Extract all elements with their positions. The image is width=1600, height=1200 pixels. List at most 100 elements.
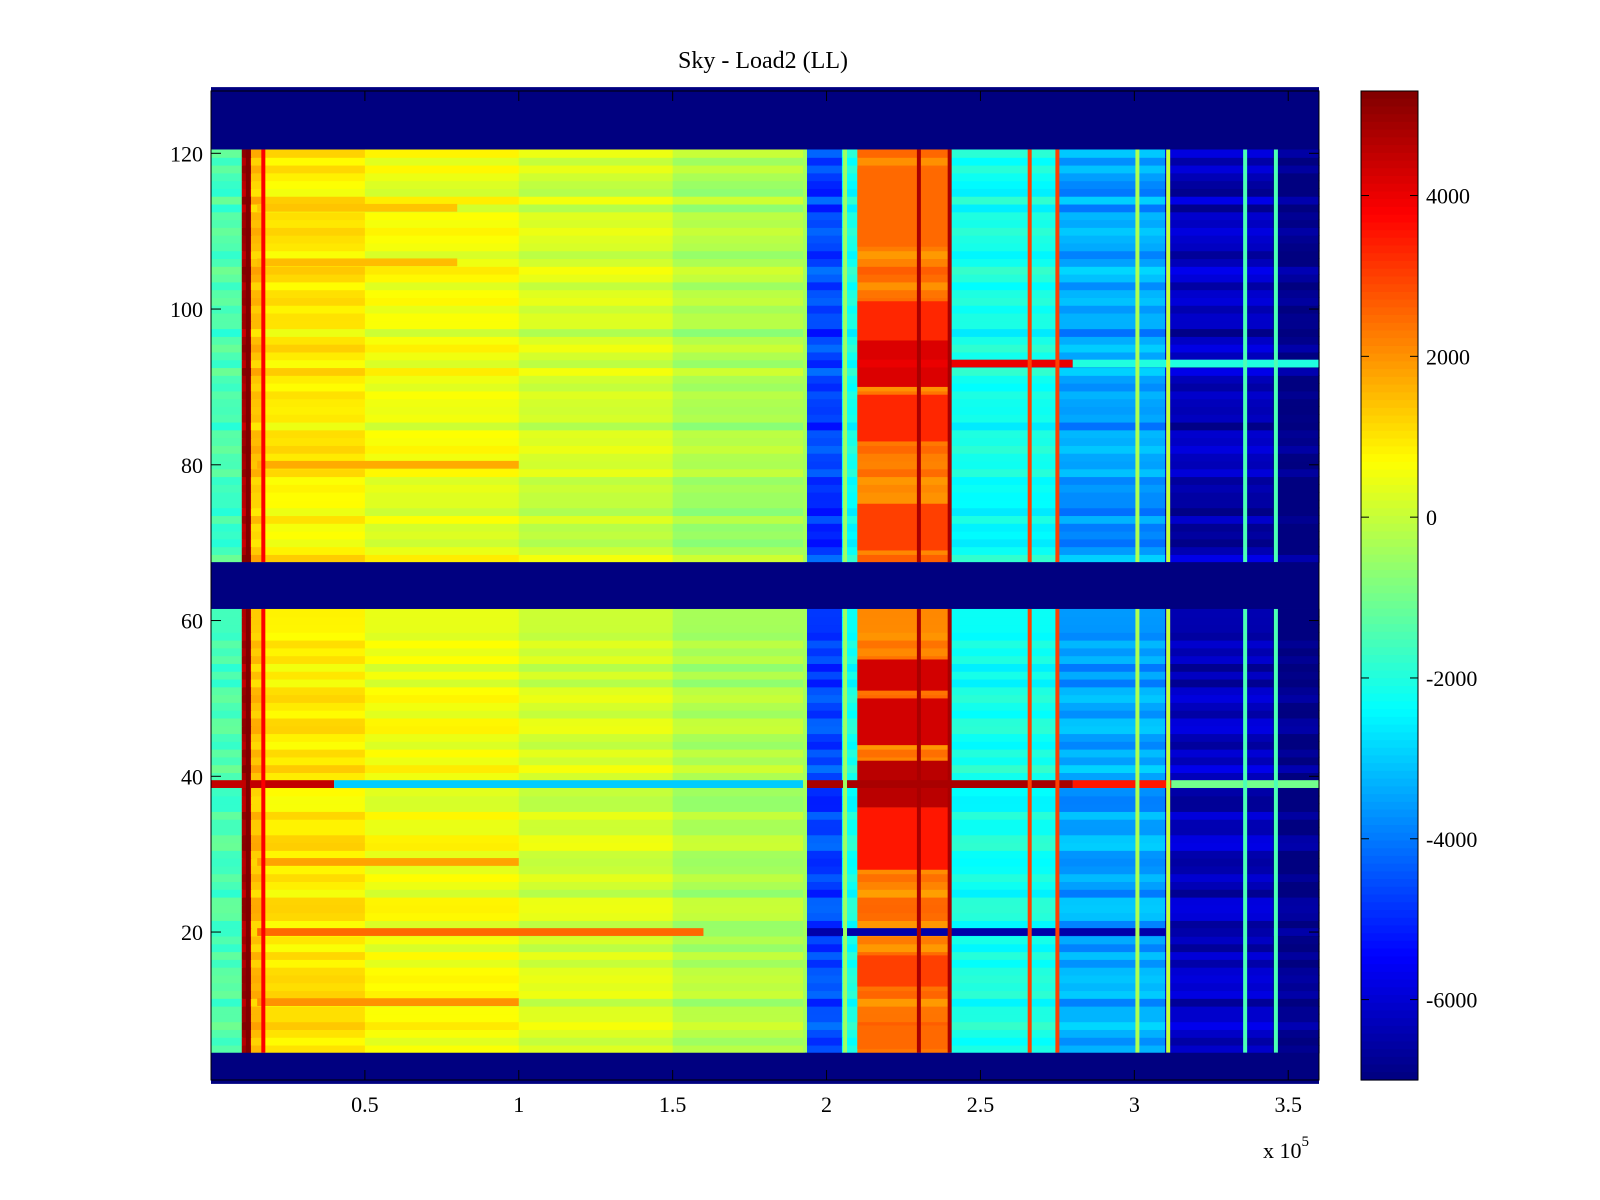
heatmap-cell xyxy=(518,258,674,267)
heatmap-cell xyxy=(263,1029,366,1038)
heatmap-cell xyxy=(949,764,1058,773)
colorbar-step xyxy=(1361,732,1418,741)
heatmap-cell xyxy=(1272,694,1320,703)
heatmap-cell xyxy=(841,375,858,384)
heatmap-cell xyxy=(1057,281,1166,291)
heatmap-cell xyxy=(949,795,1058,805)
heatmap-cell xyxy=(672,881,806,890)
heatmap-cell xyxy=(672,530,806,540)
heatmap-cell xyxy=(211,935,243,945)
heatmap-cell xyxy=(251,250,264,260)
colorbar-step xyxy=(1361,330,1418,339)
heatmap-cell xyxy=(857,460,951,470)
heatmap-cell xyxy=(211,398,243,407)
heatmap-column-line xyxy=(803,608,808,1053)
heatmap-cell xyxy=(364,889,520,898)
colorbar-step xyxy=(1361,245,1418,254)
heatmap-cell xyxy=(251,959,264,968)
heatmap-cell xyxy=(841,671,858,680)
colorbar-step xyxy=(1361,461,1418,471)
heatmap-cell xyxy=(1165,437,1274,446)
heatmap-cell xyxy=(263,772,366,781)
heatmap-cell xyxy=(672,741,806,750)
heatmap-cell xyxy=(949,741,1058,750)
heatmap-cell xyxy=(1057,235,1166,244)
heatmap-cell xyxy=(672,608,806,618)
heatmap-cell xyxy=(857,281,951,291)
heatmap-cell xyxy=(857,865,951,875)
heatmap-cell xyxy=(211,764,243,773)
heatmap-cell xyxy=(672,219,806,228)
heatmap-cell xyxy=(518,710,674,719)
colorbar-step xyxy=(1361,369,1418,378)
heatmap-cell xyxy=(1165,188,1274,197)
heatmap-column-line xyxy=(245,149,250,563)
heatmap-cell xyxy=(805,873,843,883)
heatmap-cell xyxy=(211,328,243,337)
heatmap-cell xyxy=(1057,437,1166,446)
heatmap-cell xyxy=(841,235,858,244)
colorbar-step xyxy=(1361,894,1418,903)
heatmap-cell xyxy=(672,468,806,478)
heatmap-cell xyxy=(857,608,951,618)
heatmap-cell xyxy=(364,982,520,992)
heatmap-cell xyxy=(263,421,366,431)
heatmap-cell xyxy=(263,803,366,812)
heatmap-cell xyxy=(949,305,1058,314)
heatmap-cell xyxy=(1272,772,1320,781)
heatmap-cell xyxy=(672,250,806,260)
heatmap-cell xyxy=(1272,546,1320,555)
heatmap-cell xyxy=(841,289,858,298)
colorbar-step xyxy=(1361,384,1418,393)
heatmap-cell xyxy=(211,826,243,836)
heatmap-cell xyxy=(251,850,264,859)
heatmap-cell xyxy=(263,795,366,805)
heatmap-cell xyxy=(1165,320,1274,330)
heatmap-cell xyxy=(518,803,674,812)
heatmap-cell xyxy=(672,180,806,189)
heatmap-cell xyxy=(672,538,806,548)
heatmap-cell xyxy=(672,281,806,291)
heatmap-cell xyxy=(251,274,264,283)
colorbar-step xyxy=(1361,1010,1418,1019)
heatmap-cell xyxy=(263,811,366,820)
heatmap-cell xyxy=(672,398,806,407)
heatmap-block xyxy=(857,301,950,341)
heatmap-cell xyxy=(805,312,843,322)
heatmap-cell xyxy=(364,538,520,548)
heatmap-cell xyxy=(672,235,806,244)
heatmap-cell xyxy=(263,608,366,618)
heatmap-cell xyxy=(211,492,243,501)
heatmap-cell xyxy=(364,406,520,415)
heatmap-cell xyxy=(672,172,806,182)
heatmap-column-line xyxy=(1055,608,1060,1053)
heatmap-cell xyxy=(949,725,1058,735)
colorbar-step xyxy=(1361,585,1418,594)
heatmap-cell xyxy=(364,904,520,914)
heatmap-cell xyxy=(211,359,243,369)
heatmap-cell xyxy=(1057,258,1166,267)
heatmap-cell xyxy=(1272,749,1320,758)
heatmap-cell xyxy=(1165,694,1274,703)
heatmap-cell xyxy=(857,624,951,633)
colorbar-gradient xyxy=(1361,91,1418,1081)
heatmap-cell xyxy=(949,172,1058,182)
colorbar-step xyxy=(1361,747,1418,757)
heatmap-cell xyxy=(857,274,951,283)
heatmap-cell xyxy=(211,889,243,898)
heatmap-cell xyxy=(1272,741,1320,750)
colorbar-step xyxy=(1361,485,1418,494)
heatmap-cell xyxy=(805,1037,843,1046)
colorbar-step xyxy=(1361,492,1418,502)
heatmap-cell xyxy=(211,1037,243,1046)
heatmap-cell xyxy=(672,305,806,314)
heatmap-cell xyxy=(518,312,674,322)
heatmap-cell xyxy=(251,1044,264,1054)
colorbar-step xyxy=(1361,956,1418,965)
heatmap-column-line xyxy=(843,149,848,563)
heatmap-cell xyxy=(1057,990,1166,999)
heatmap-cell xyxy=(841,1013,858,1023)
heatmap-cell xyxy=(1057,1013,1166,1023)
heatmap-cell xyxy=(263,445,366,454)
heatmap-row-feature xyxy=(257,858,519,866)
